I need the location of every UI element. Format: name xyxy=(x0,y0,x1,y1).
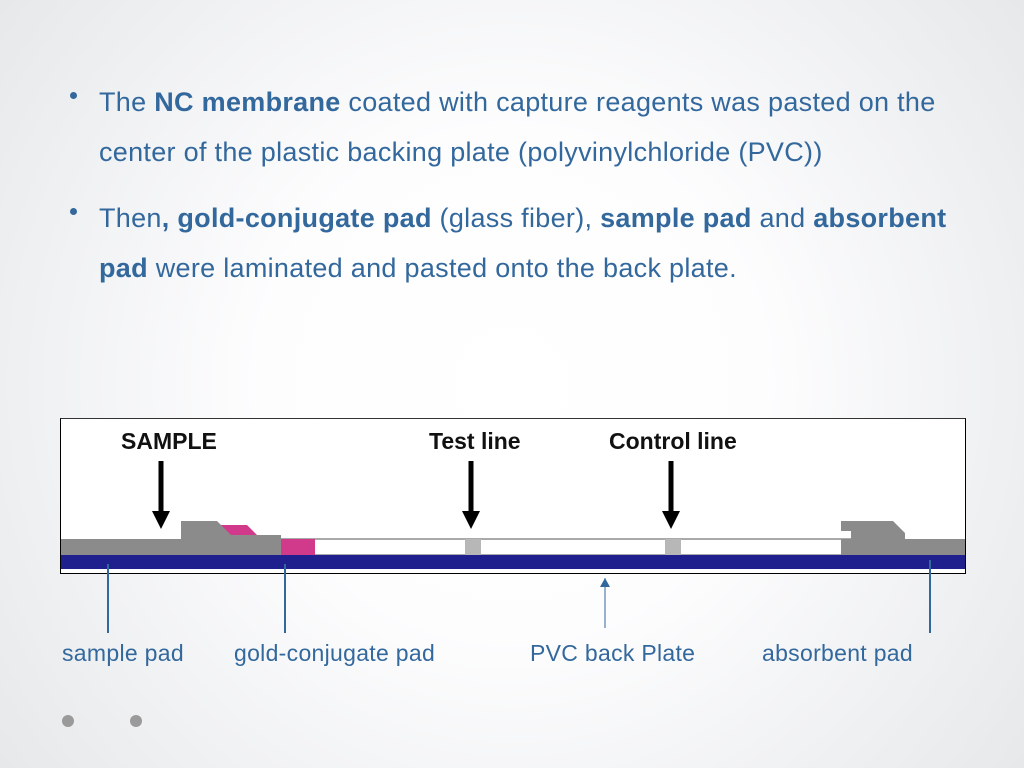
bullet-icon xyxy=(70,92,77,99)
label-gold-conjugate-pad: gold-conjugate pad xyxy=(234,640,435,667)
svg-text:Control line: Control line xyxy=(609,428,737,454)
bullet-item: Then, gold-conjugate pad (glass fiber), … xyxy=(70,194,974,294)
label-sample-pad: sample pad xyxy=(62,640,184,667)
bullet-item: The NC membrane coated with capture reag… xyxy=(70,78,974,178)
label-absorbent-pad: absorbent pad xyxy=(762,640,913,667)
slide: The NC membrane coated with capture reag… xyxy=(0,0,1024,768)
strip-diagram: SAMPLE Test line Control line xyxy=(60,418,966,574)
strip-svg: SAMPLE Test line Control line xyxy=(61,419,965,573)
svg-text:SAMPLE: SAMPLE xyxy=(121,428,217,454)
bullet-text: Then, gold-conjugate pad (glass fiber), … xyxy=(99,194,974,294)
decorative-dots xyxy=(62,714,198,732)
bullet-icon xyxy=(70,208,77,215)
bullet-text: The NC membrane coated with capture reag… xyxy=(99,78,974,178)
svg-text:Test line: Test line xyxy=(429,428,521,454)
label-pvc-back-plate: PVC back Plate xyxy=(530,640,695,667)
bullet-list: The NC membrane coated with capture reag… xyxy=(70,78,974,310)
